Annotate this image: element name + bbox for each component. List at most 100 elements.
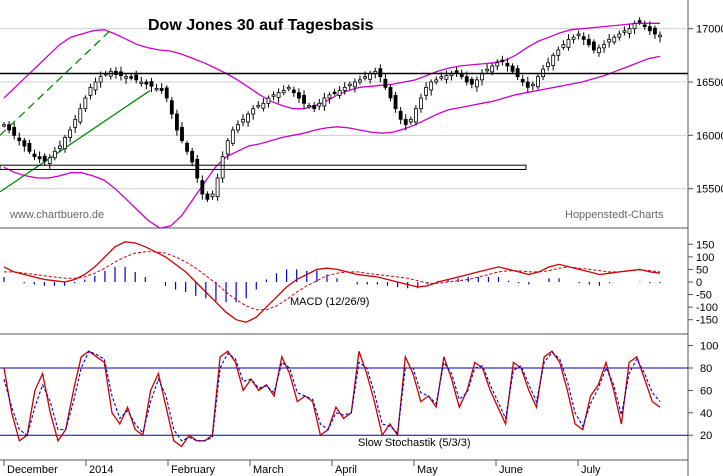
candle-body [73, 118, 78, 128]
candle-body [388, 86, 393, 99]
candle-body [88, 86, 93, 96]
candle-body [205, 193, 210, 200]
support-box [0, 164, 527, 170]
candle-body [63, 137, 67, 150]
macd-y-tick-label: -50 [696, 290, 712, 302]
candle-body [164, 87, 169, 99]
candle-body [383, 78, 388, 88]
candle-body [464, 76, 469, 83]
macd-lines [3, 241, 661, 323]
candle-body [12, 126, 17, 136]
stochastic-label: Slow Stochastik (5/3/3) [358, 437, 471, 449]
stochastic-k-line [3, 350, 661, 448]
main-y-tick-label: 15500 [696, 184, 723, 196]
candle-body [78, 108, 83, 123]
candle-body [602, 44, 606, 49]
candle-body [317, 102, 322, 107]
candle-body [434, 79, 439, 83]
candle-body [174, 113, 179, 131]
candle-body [510, 65, 515, 72]
candle-body [251, 108, 256, 115]
candle-body [58, 145, 62, 150]
candle-body [32, 153, 37, 158]
candle-body [302, 94, 306, 104]
candle-body [47, 157, 52, 165]
candle-body [307, 105, 312, 108]
candle-body [505, 62, 510, 67]
candle-body [444, 75, 449, 80]
macd-label: MACD (12/26/9) [290, 296, 369, 308]
candle-body [124, 76, 128, 79]
macd-y-tick-label: 0 [696, 277, 702, 289]
candle-body [139, 81, 144, 84]
candle-body [637, 20, 642, 23]
candle-body [581, 36, 586, 40]
x-axis-label: June [499, 464, 523, 476]
candle-body [98, 76, 103, 83]
candle-body [515, 68, 520, 78]
candle-body [210, 193, 215, 198]
x-axis-label: July [581, 464, 601, 476]
candle-body [271, 94, 276, 97]
candle-body [566, 38, 571, 48]
macd-y-tick-label: 100 [696, 252, 714, 264]
candle-body [419, 97, 423, 110]
stochastic-y-axis: 100 80 60 40 20 [688, 341, 718, 442]
macd-y-tick-label: 50 [696, 264, 708, 276]
candle-body [378, 68, 383, 78]
candle-body [536, 76, 540, 88]
macd-y-tick-label: -100 [696, 302, 718, 314]
stochastic-y-tick-label: 100 [700, 341, 718, 353]
candle-body [597, 47, 601, 54]
candle-body [642, 24, 647, 27]
candle-body [347, 83, 352, 87]
candle-body [220, 156, 225, 179]
support-lines [0, 72, 688, 170]
candle-body [169, 100, 174, 115]
x-axis: December 2014 February March April May June Jul… [3, 460, 601, 476]
candle-body [622, 30, 627, 33]
candle-body [459, 73, 464, 78]
candle-body [403, 118, 408, 126]
candle-body [236, 124, 240, 131]
bollinger-upper-line [3, 22, 660, 110]
macd-line [3, 241, 661, 323]
candle-body [42, 155, 47, 162]
source-right: Hoppenstedt-Charts [565, 209, 664, 221]
candle-body [363, 76, 367, 79]
candle-body [546, 62, 551, 67]
candle-body [480, 73, 484, 81]
candle-body [154, 88, 159, 91]
candle-body [286, 86, 291, 90]
main-y-tick-label: 16000 [696, 130, 723, 142]
candle-body [612, 36, 617, 43]
candle-body [332, 91, 337, 95]
trend-lines [0, 30, 151, 193]
candle-body [352, 81, 357, 88]
candle-body [281, 90, 286, 94]
macd-signal-line [4, 251, 661, 311]
candle-body [22, 140, 27, 147]
candle-body [68, 129, 73, 138]
candle-body [525, 81, 530, 88]
candle-body [195, 158, 200, 179]
candle-body [134, 74, 139, 81]
trend-line-solid [0, 89, 151, 193]
macd-y-tick-label: 150 [696, 239, 714, 251]
candle-body [144, 81, 149, 85]
macd-y-tick-label: -150 [696, 315, 718, 327]
candle-body [230, 129, 235, 144]
candle-body [129, 76, 134, 79]
candle-body [93, 81, 98, 91]
candle-body [485, 68, 490, 72]
macd-histogram [3, 266, 661, 303]
candle-body [413, 108, 418, 123]
candle-body [500, 59, 505, 63]
candle-body [37, 156, 42, 160]
candle-body [2, 124, 6, 127]
stochastic-y-tick-label: 20 [700, 430, 712, 442]
candle-body [632, 22, 637, 30]
x-axis-label: 2014 [89, 464, 113, 476]
stochastic-y-tick-label: 40 [700, 408, 712, 420]
